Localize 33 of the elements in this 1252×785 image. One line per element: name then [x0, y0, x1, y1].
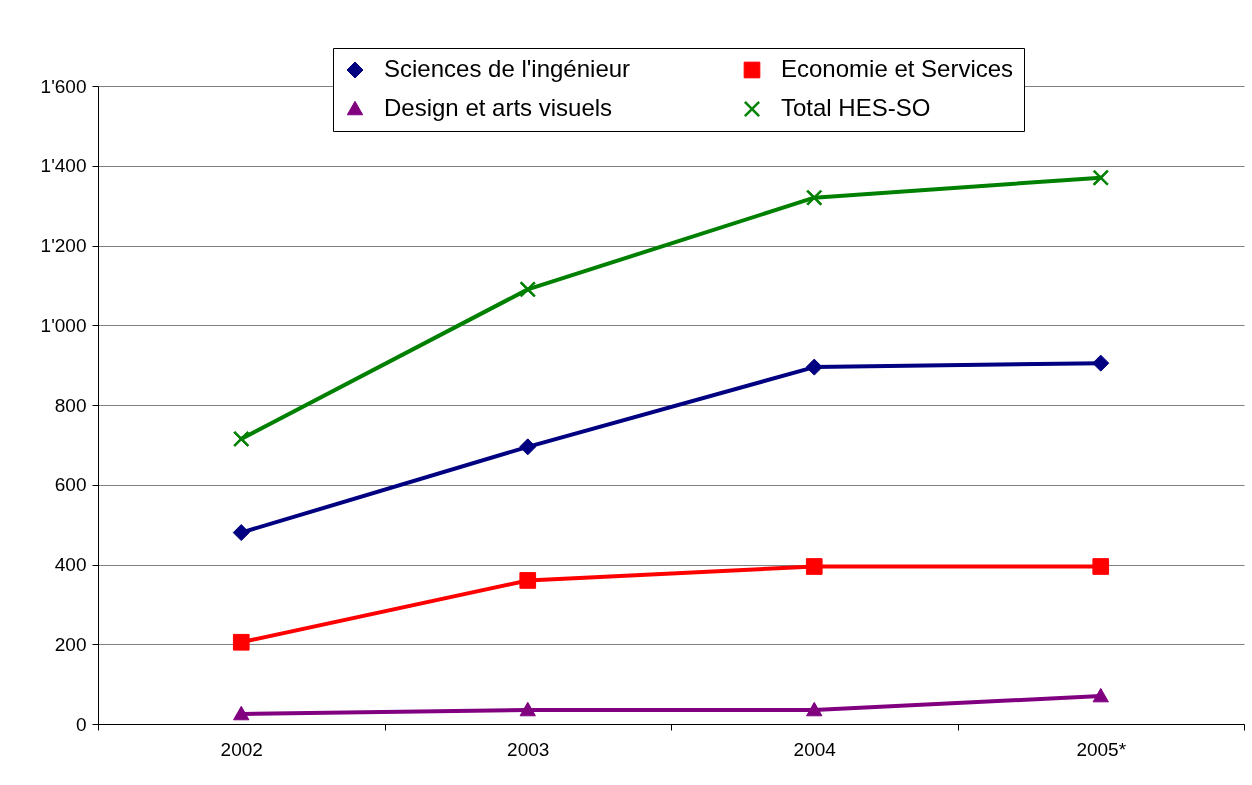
point [806, 189, 823, 206]
legend-label: Economie et Services [781, 55, 1014, 82]
y-tick-label: 800 [54, 394, 87, 416]
point [233, 430, 250, 447]
point [519, 438, 537, 456]
point [232, 524, 250, 542]
point [805, 358, 823, 376]
point [1092, 558, 1110, 575]
point [519, 701, 536, 717]
legend-label: Total HES-SO [781, 94, 931, 121]
point [233, 705, 250, 721]
y-tick-label: 1'000 [40, 314, 87, 336]
y-tick-label: 1'200 [40, 235, 87, 256]
point [805, 558, 823, 575]
y-tick-label: 1'400 [40, 155, 87, 177]
x-tick-label: 2005* [1076, 738, 1127, 760]
point [519, 281, 536, 298]
legend-label: Design et arts visuels [384, 94, 613, 121]
point [519, 572, 537, 589]
y-tick-label: 0 [75, 713, 87, 735]
legend-label: Sciences de l'ingénieur [384, 55, 631, 82]
point [1092, 169, 1109, 186]
point [806, 701, 823, 717]
x-tick-label: 2004 [793, 738, 837, 760]
point [1092, 354, 1110, 372]
y-tick-label: 1'600 [40, 75, 87, 97]
x-tick-label: 2003 [507, 738, 550, 760]
x-tick-label: 2002 [220, 738, 263, 760]
y-tick-label: 200 [54, 633, 87, 655]
y-tick-label: 600 [54, 474, 87, 496]
point [1092, 687, 1109, 703]
point [232, 633, 250, 651]
y-tick-label: 400 [54, 554, 87, 575]
